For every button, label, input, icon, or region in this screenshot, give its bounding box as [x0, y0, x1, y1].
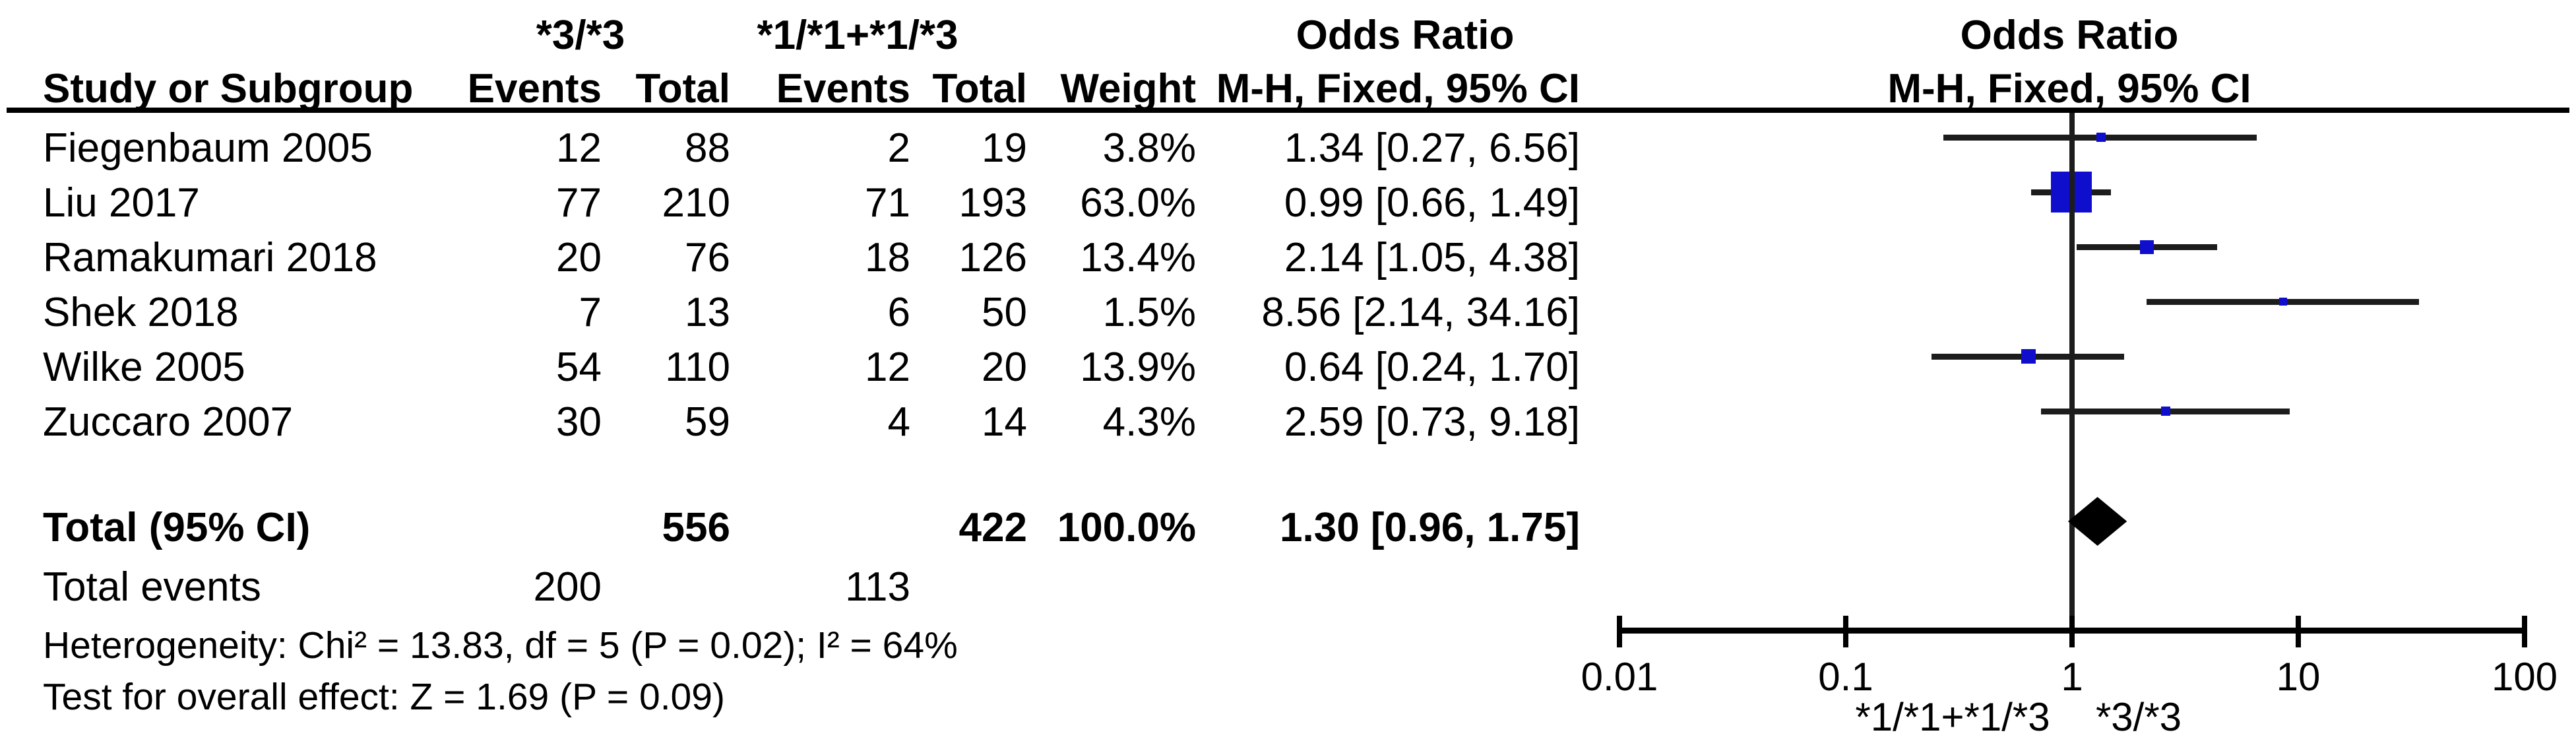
favours-right-label: *3/*3: [2095, 695, 2182, 739]
x-axis-tick: [2069, 616, 2075, 647]
total-row-total-exp: 556: [662, 505, 730, 550]
or-ci-cell: 0.99 [0.66, 1.49]: [1284, 180, 1580, 226]
or-ci-cell: 0.64 [0.24, 1.70]: [1284, 344, 1580, 390]
total-ctl-cell: 14: [982, 399, 1027, 445]
total-row-total-ctl: 422: [958, 505, 1027, 550]
total-events-ctl: 113: [845, 564, 910, 610]
events-ctl-cell: 2: [887, 125, 910, 171]
total-exp-cell: 76: [685, 235, 730, 280]
total-row-weight: 100.0%: [1057, 505, 1196, 550]
weight-cell: 1.5%: [1102, 290, 1196, 335]
events-exp-cell: 7: [579, 290, 602, 335]
events-exp-cell: 77: [556, 180, 602, 226]
study-name: Shek 2018: [43, 290, 239, 335]
x-axis-tick-label: 1: [2061, 655, 2083, 699]
null-effect-line: [2069, 113, 2075, 630]
effect-marker: [2096, 133, 2106, 142]
study-column-header: Study or Subgroup: [43, 66, 414, 112]
study-name: Wilke 2005: [43, 344, 245, 390]
study-name: Zuccaro 2007: [43, 399, 294, 445]
weight-column-header: Weight: [1060, 66, 1197, 112]
total-row-label: Total (95% CI): [43, 505, 311, 550]
or-ci-cell: 2.59 [0.73, 9.18]: [1284, 399, 1580, 445]
or-column-title: Odds Ratio: [1296, 13, 1515, 58]
x-axis-tick: [2522, 616, 2527, 647]
total-exp-cell: 13: [685, 290, 730, 335]
summary-diamond: [2067, 497, 2127, 546]
events-ctl-cell: 18: [865, 235, 910, 280]
effect-marker: [2139, 240, 2154, 254]
total-exp-cell: 88: [685, 125, 730, 171]
weight-cell: 4.3%: [1102, 399, 1196, 445]
effect-marker: [2160, 407, 2170, 416]
total-ctl-cell: 193: [958, 180, 1027, 226]
x-axis-tick-label: 0.01: [1581, 655, 1658, 699]
events-exp-cell: 12: [556, 125, 602, 171]
plot-column-title: Odds Ratio: [1960, 13, 2179, 58]
overall-effect-test: Test for overall effect: Z = 1.69 (P = 0…: [43, 676, 725, 718]
study-name: Ramakumari 2018: [43, 235, 377, 280]
total-ctl-cell: 19: [982, 125, 1027, 171]
total-ctl-cell: 126: [958, 235, 1027, 280]
favours-left-label: *1/*1+*1/*3: [1855, 695, 2050, 739]
plot-column-subheader: M-H, Fixed, 95% CI: [1887, 66, 2251, 112]
total1-column-header: Total: [635, 66, 731, 112]
x-axis-tick-label: 10: [2276, 655, 2321, 699]
total-exp-cell: 210: [662, 180, 730, 226]
total-events-exp: 200: [533, 564, 602, 610]
weight-cell: 3.8%: [1102, 125, 1196, 171]
total2-column-header: Total: [932, 66, 1028, 112]
or-column-subheader: M-H, Fixed, 95% CI: [1216, 66, 1580, 112]
total-row-or-ci: 1.30 [0.96, 1.75]: [1280, 505, 1580, 550]
events-ctl-cell: 71: [865, 180, 910, 226]
x-axis-tick: [1843, 616, 1848, 647]
group2-header: *1/*1+*1/*3: [757, 13, 958, 58]
total-exp-cell: 59: [685, 399, 730, 445]
total-ctl-cell: 20: [982, 344, 1027, 390]
effect-marker: [2021, 349, 2036, 364]
events1-column-header: Events: [467, 66, 602, 112]
events-ctl-cell: 4: [887, 399, 910, 445]
or-ci-cell: 8.56 [2.14, 34.16]: [1261, 290, 1580, 335]
total-exp-cell: 110: [665, 344, 730, 390]
weight-cell: 13.4%: [1080, 235, 1196, 280]
heterogeneity-stats: Heterogeneity: Chi² = 13.83, df = 5 (P =…: [43, 624, 958, 667]
events-exp-cell: 54: [556, 344, 602, 390]
x-axis-tick: [1617, 616, 1622, 647]
group1-header: *3/*3: [536, 13, 625, 58]
study-name: Fiegenbaum 2005: [43, 125, 373, 171]
or-ci-cell: 1.34 [0.27, 6.56]: [1284, 125, 1580, 171]
header-separator-line: [7, 108, 2569, 113]
x-axis-tick: [2296, 616, 2301, 647]
events-exp-cell: 30: [556, 399, 602, 445]
effect-marker: [2278, 298, 2287, 306]
weight-cell: 13.9%: [1080, 344, 1196, 390]
weight-cell: 63.0%: [1080, 180, 1196, 226]
x-axis-tick-label: 0.1: [1818, 655, 1873, 699]
events-ctl-cell: 12: [865, 344, 910, 390]
total-ctl-cell: 50: [982, 290, 1027, 335]
study-name: Liu 2017: [43, 180, 200, 226]
events-ctl-cell: 6: [887, 290, 910, 335]
events2-column-header: Events: [776, 66, 910, 112]
x-axis-tick-label: 100: [2491, 655, 2558, 699]
events-exp-cell: 20: [556, 235, 602, 280]
total-events-label: Total events: [43, 564, 261, 610]
or-ci-cell: 2.14 [1.05, 4.38]: [1284, 235, 1580, 280]
